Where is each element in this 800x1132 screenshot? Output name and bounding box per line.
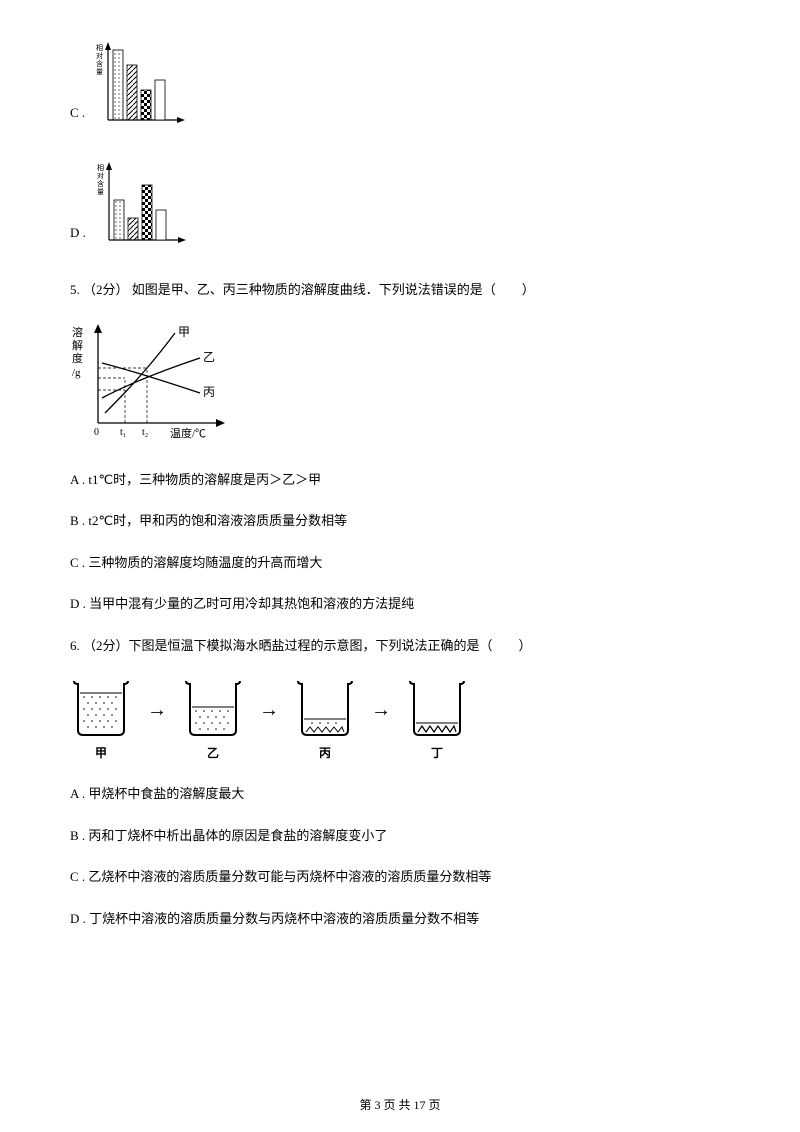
beaker-yi: 乙 (182, 675, 244, 762)
option-d-label: D . (70, 223, 86, 243)
arrow-icon: → (371, 695, 391, 725)
beaker-label-jia: 甲 (95, 744, 107, 762)
svg-text:乙: 乙 (203, 350, 215, 364)
q6-choice-b: B . 丙和丁烧杯中析出晶体的原因是食盐的溶解度变小了 (70, 826, 730, 846)
svg-text:度: 度 (72, 351, 83, 365)
svg-text:丙: 丙 (203, 385, 215, 399)
beaker-label-ding: 丁 (431, 744, 443, 762)
svg-text:含: 含 (96, 59, 103, 68)
y-axis-label: 相 (96, 43, 103, 52)
svg-text:量: 量 (97, 188, 104, 196)
q5-choice-a: A . t1℃时，三种物质的溶解度是丙＞乙＞甲 (70, 470, 730, 490)
q6-choice-c: C . 乙烧杯中溶液的溶质质量分数可能与丙烧杯中溶液的溶质质量分数相等 (70, 867, 730, 887)
q6-choice-a: A . 甲烧杯中食盐的溶解度最大 (70, 784, 730, 804)
option-c-row: C . 相 对 含 量 (70, 40, 730, 130)
svg-text:量: 量 (96, 68, 103, 76)
svg-text:t₂: t₂ (142, 427, 148, 438)
q6-choice-d: D . 丁烧杯中溶液的溶质质量分数与丙烧杯中溶液的溶质质量分数不相等 (70, 909, 730, 929)
chart-c: 相 对 含 量 (93, 40, 188, 130)
beaker-jia: 甲 (70, 675, 132, 762)
chart-d: 相 对 含 量 (94, 160, 189, 250)
svg-text:相: 相 (97, 163, 104, 172)
beaker-bing: 丙 (294, 675, 356, 762)
svg-text:含: 含 (97, 179, 104, 188)
beaker-ding: 丁 (406, 675, 468, 762)
option-c-label: C . (70, 103, 85, 123)
svg-text:甲: 甲 (178, 325, 190, 339)
svg-text:对: 对 (97, 171, 104, 180)
svg-text:t₁: t₁ (120, 427, 126, 438)
svg-text:0: 0 (94, 427, 99, 438)
q6-beakers: 甲 → 乙 → (70, 675, 730, 762)
svg-text:/g: /g (72, 367, 81, 379)
q5-stem: 5. （2分） 如图是甲、乙、丙三种物质的溶解度曲线．下列说法错误的是（ ） (70, 280, 730, 300)
svg-text:对: 对 (96, 51, 103, 60)
q5-chart: 溶 解 度 /g 0 t₁ t₂ 温度/℃ 甲 乙 丙 (70, 318, 240, 448)
arrow-icon: → (259, 695, 279, 725)
beaker-label-bing: 丙 (319, 744, 331, 762)
svg-text:溶: 溶 (72, 325, 83, 339)
q5-choice-d: D . 当甲中混有少量的乙时可用冷却其热饱和溶液的方法提纯 (70, 594, 730, 614)
q5-choice-c: C . 三种物质的溶解度均随温度的升高而增大 (70, 553, 730, 573)
beaker-label-yi: 乙 (207, 744, 219, 762)
svg-text:解: 解 (72, 338, 83, 352)
arrow-icon: → (147, 695, 167, 725)
q6-stem: 6. （2分）下图是恒温下模拟海水晒盐过程的示意图，下列说法正确的是（ ） (70, 636, 730, 656)
q5-choice-b: B . t2℃时，甲和丙的饱和溶液溶质质量分数相等 (70, 511, 730, 531)
svg-text:温度/℃: 温度/℃ (170, 426, 206, 440)
page-footer: 第 3 页 共 17 页 (0, 1096, 800, 1114)
option-d-row: D . 相 对 含 量 (70, 160, 730, 250)
